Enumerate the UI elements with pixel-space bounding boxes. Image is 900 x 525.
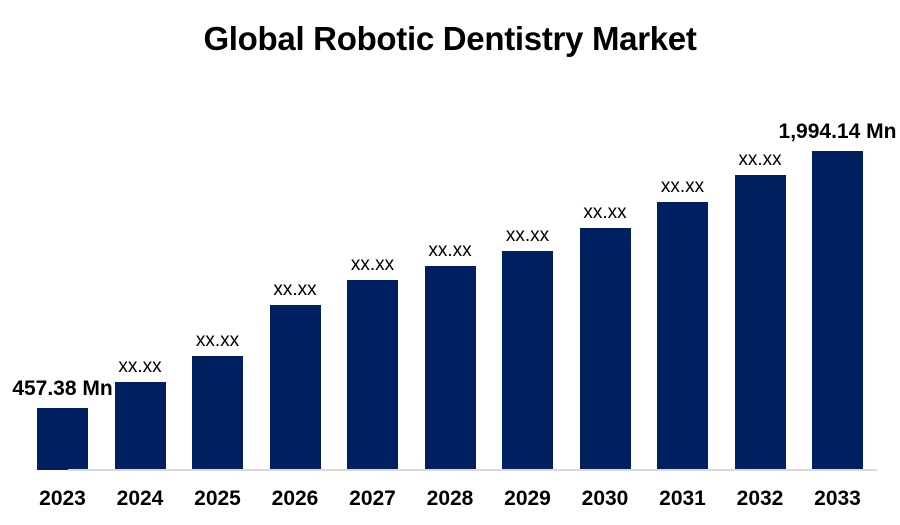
- x-axis-label-2023: 2023: [39, 487, 86, 510]
- x-axis-label-2032: 2032: [736, 487, 784, 510]
- bar-2028: [424, 266, 476, 470]
- bar-group-2032: xx.xx: [721, 150, 799, 470]
- x-axis-label-2029: 2029: [504, 487, 551, 510]
- bar-group-2024: xx.xx: [101, 357, 179, 470]
- bar-value-label-2025: xx.xx: [195, 330, 240, 351]
- bar-2032: [734, 175, 786, 470]
- bar-2029: [502, 251, 553, 470]
- bar-2023: [37, 408, 88, 470]
- x-axis-label-2028: 2028: [426, 487, 474, 510]
- bar-2033: [812, 151, 863, 470]
- x-axis-label-2027: 2027: [349, 487, 396, 510]
- bar-value-label-2023: 457.38 Mn: [12, 377, 113, 400]
- bar-2024: [114, 382, 166, 470]
- bar-group-2030: xx.xx: [566, 203, 644, 470]
- bar-group-2026: xx.xx: [256, 280, 334, 470]
- bar-group-2028: xx.xx: [411, 241, 489, 470]
- bar-group-2033: 1,994.14 Mn: [779, 121, 896, 470]
- bar-value-label-2033: 1,994.14 Mn: [778, 120, 897, 143]
- bar-2026: [269, 305, 321, 470]
- bar-group-2023: 457.38 Mn: [12, 378, 113, 470]
- bar-value-label-2031: xx.xx: [660, 176, 705, 197]
- bar-value-label-2027: xx.xx: [350, 254, 395, 275]
- x-axis-line: [68, 469, 877, 471]
- x-axis-label-2026: 2026: [271, 487, 319, 510]
- bar-2030: [579, 228, 631, 470]
- bar-value-label-2026: xx.xx: [273, 279, 317, 300]
- x-axis-label-2031: 2031: [659, 487, 706, 510]
- bar-value-label-2030: xx.xx: [583, 202, 627, 223]
- bar-value-label-2028: xx.xx: [428, 240, 472, 261]
- bar-group-2025: xx.xx: [179, 331, 257, 470]
- x-axis-label-2033: 2033: [814, 487, 861, 510]
- bar-2027: [347, 280, 398, 470]
- bar-group-2031: xx.xx: [644, 177, 722, 470]
- bar-2025: [192, 356, 243, 470]
- bar-group-2027: xx.xx: [334, 255, 412, 470]
- bar-value-label-2024: xx.xx: [118, 356, 162, 377]
- bar-group-2029: xx.xx: [489, 226, 567, 470]
- bar-value-label-2032: xx.xx: [738, 149, 782, 170]
- bar-2031: [657, 202, 708, 470]
- x-axis-label-2025: 2025: [194, 487, 241, 510]
- x-axis-label-2024: 2024: [116, 487, 164, 510]
- chart-title: Global Robotic Dentistry Market: [203, 20, 697, 57]
- bar-value-label-2029: xx.xx: [505, 225, 550, 246]
- x-axis-label-2030: 2030: [581, 487, 629, 510]
